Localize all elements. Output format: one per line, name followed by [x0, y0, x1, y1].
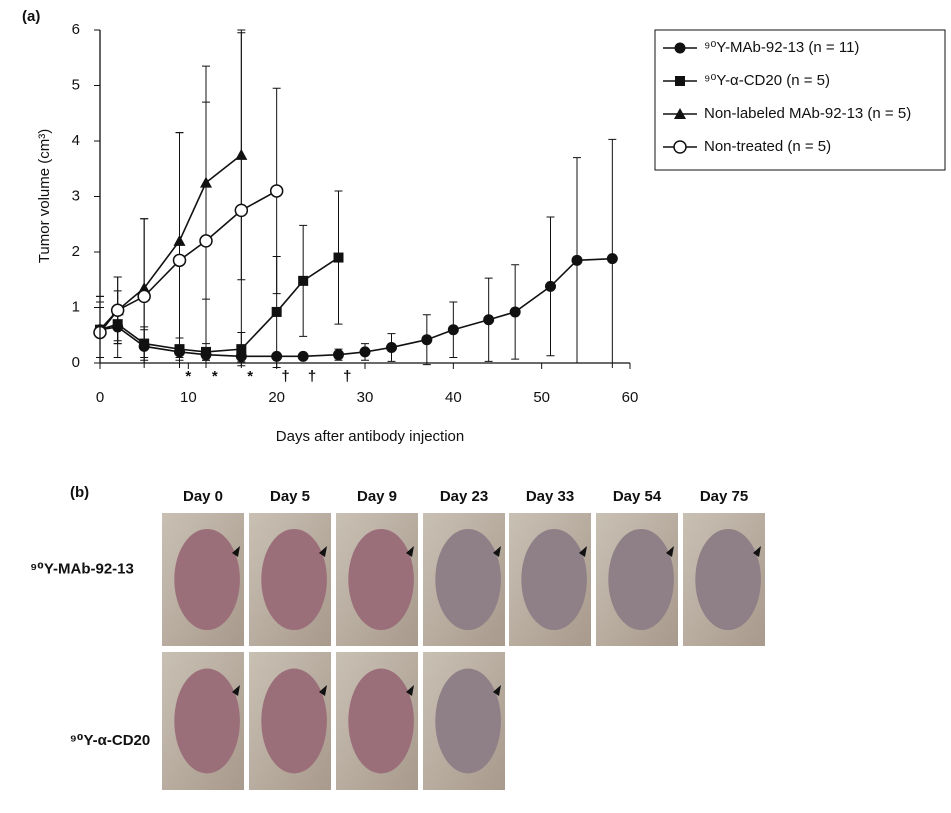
marker [421, 334, 432, 345]
day-label: Day 9 [357, 488, 397, 505]
y-tick-label: 0 [72, 354, 80, 371]
day-label: Day 54 [613, 488, 662, 505]
marker [174, 254, 186, 266]
marker [175, 344, 185, 354]
marker [200, 235, 212, 247]
photo-mouse [348, 669, 414, 774]
photo-mouse [695, 529, 761, 630]
plot-area [94, 30, 618, 388]
figure: (a) Days after antibody injection Tumor … [0, 0, 951, 813]
marker [139, 339, 149, 349]
marker [200, 177, 212, 188]
series-line [100, 259, 612, 357]
panel-label: (a) [22, 8, 40, 25]
legend-label: ⁹⁰Y-MAb-92-13 (n = 11) [704, 39, 859, 56]
series-line [100, 155, 241, 330]
y-tick-label: 2 [72, 243, 80, 260]
error-bars [96, 30, 616, 388]
annotation: † [343, 368, 351, 385]
marker [360, 346, 371, 357]
annotation: † [281, 368, 289, 385]
marker [298, 276, 308, 286]
annotation: † [308, 368, 316, 385]
marker [236, 344, 246, 354]
photo-mouse [435, 529, 501, 630]
series-line [100, 191, 277, 333]
marker [298, 351, 309, 362]
marker [572, 255, 583, 266]
photo-mouse [608, 529, 674, 630]
x-tick-label: 60 [622, 389, 639, 406]
panel-label: (b) [70, 484, 89, 501]
photo-mouse [521, 529, 587, 630]
x-tick-label: 0 [96, 389, 104, 406]
annotation: * [185, 368, 191, 385]
annotation: * [247, 368, 253, 385]
marker [483, 314, 494, 325]
marker [113, 319, 123, 329]
photo-mouse [174, 669, 240, 774]
day-label: Day 75 [700, 488, 748, 505]
legend-label: Non-treated (n = 5) [704, 138, 831, 155]
photo-mouse [435, 669, 501, 774]
marker [271, 185, 283, 197]
marker [235, 204, 247, 216]
x-tick-label: 40 [445, 389, 462, 406]
marker [510, 306, 521, 317]
x-tick-label: 10 [180, 389, 197, 406]
marker [545, 281, 556, 292]
marker [174, 235, 186, 246]
annotation: * [212, 368, 218, 385]
x-axis-label: Days after antibody injection [276, 428, 464, 445]
x-tick-label: 20 [268, 389, 285, 406]
row-label: ⁹⁰Y-MAb-92-13 [30, 560, 134, 577]
marker [448, 324, 459, 335]
y-tick-label: 6 [72, 21, 80, 38]
y-tick-label: 5 [72, 76, 80, 93]
photo-mouse [261, 529, 327, 630]
y-tick-label: 1 [72, 298, 80, 315]
photo-mouse [174, 529, 240, 630]
legend-label: ⁹⁰Y-α-CD20 (n = 5) [704, 72, 830, 89]
marker [607, 253, 618, 264]
marker [272, 307, 282, 317]
row-label: ⁹⁰Y-α-CD20 [70, 732, 150, 749]
day-label: Day 33 [526, 488, 574, 505]
marker [334, 253, 344, 263]
marker [675, 43, 686, 54]
marker [674, 141, 686, 153]
day-label: Day 5 [270, 488, 310, 505]
marker [386, 342, 397, 353]
day-label: Day 0 [183, 488, 223, 505]
marker [271, 351, 282, 362]
x-tick-label: 30 [357, 389, 374, 406]
marker [333, 349, 344, 360]
y-tick-label: 4 [72, 132, 80, 149]
marker [112, 304, 124, 316]
marker [201, 347, 211, 357]
photo-mouse [348, 529, 414, 630]
marker [235, 149, 247, 160]
y-tick-label: 3 [72, 187, 80, 204]
x-tick-label: 50 [533, 389, 550, 406]
day-label: Day 23 [440, 488, 488, 505]
marker [675, 76, 685, 86]
legend-label: Non-labeled MAb-92-13 (n = 5) [704, 105, 911, 122]
y-axis-label: Tumor volume (cm³) [36, 129, 53, 263]
photo-mouse [261, 669, 327, 774]
marker [138, 290, 150, 302]
